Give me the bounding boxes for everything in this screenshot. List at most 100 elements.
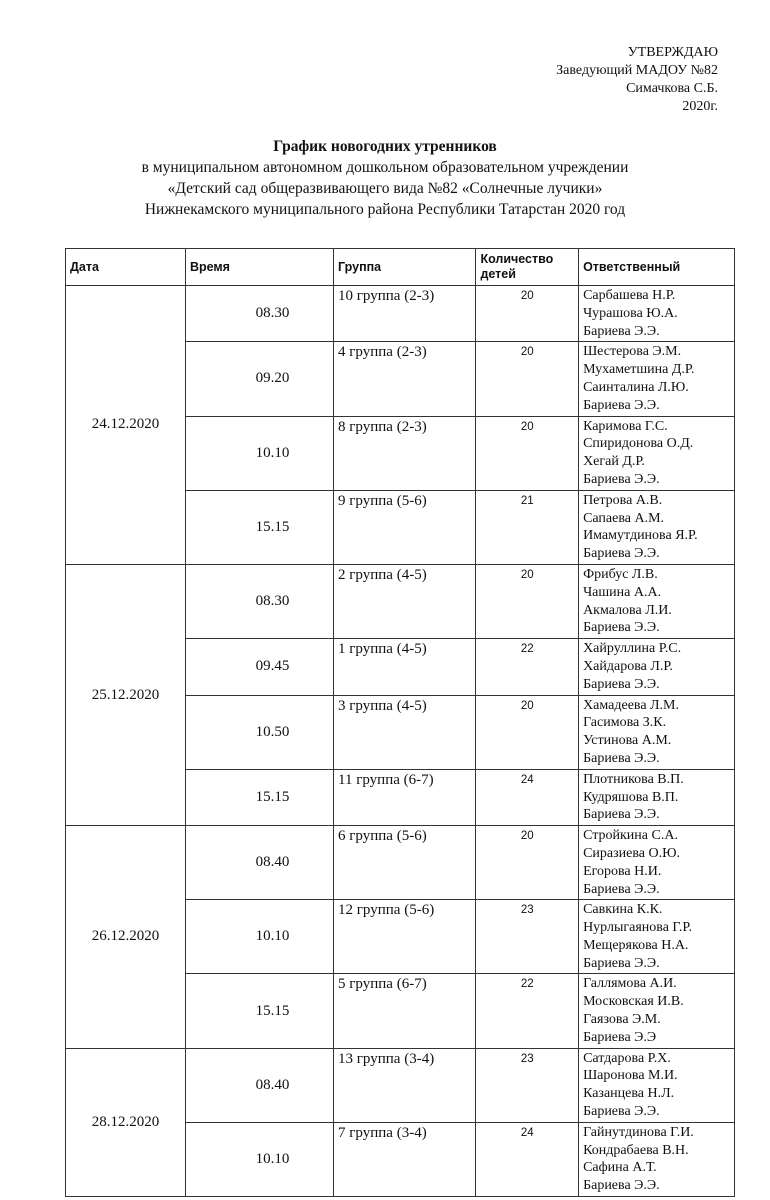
staff-name: Шаронова М.И.	[583, 1068, 678, 1084]
approval-position: Заведующий МАДОУ №82	[556, 63, 718, 78]
staff-name: Сафина А.Т.	[583, 1160, 657, 1176]
table-head: Дата Время Группа Количество детей Ответстве…	[65, 248, 735, 286]
count-cell: 20	[475, 415, 580, 491]
column-header: Группа	[333, 248, 477, 286]
session-row: 15.15 9 группа (5-6) 21 Петрова А.В. Сапаева…	[66, 489, 735, 565]
staff-name: Сарбашева Н.Р.	[583, 288, 676, 303]
session-row: 10.10 8 группа (2-3) 20 Каримова Г.С. Спирид…	[66, 415, 735, 491]
group-cell: 2 группа (4-5)	[333, 563, 477, 640]
staff-cell: Сарбашева Н.Р. Чурашова Ю.А. Бариева Э.Э.	[578, 284, 735, 343]
group-cell: 7 группа (3-4)	[333, 1121, 477, 1198]
count-cell: 22	[475, 638, 580, 696]
count-cell: 23	[475, 1047, 580, 1123]
staff-name: Каримова Г.С.	[583, 418, 668, 434]
staff-name: Хамадеева Л.М.	[583, 697, 679, 713]
staff-cell: Стройкина С.А. Сиразиева О.Ю. Егорова Н.И.…	[578, 825, 735, 901]
time-cell: 10.10	[184, 1121, 335, 1198]
column-header: Время	[184, 248, 335, 286]
header-row: Дата Время Группа Количество детей Ответстве…	[65, 248, 735, 286]
count-cell: 20	[475, 341, 580, 417]
time-cell: 08.30	[184, 563, 335, 640]
time-cell: 10.10	[184, 899, 335, 975]
count-cell: 20	[475, 694, 580, 770]
column-header: Количество детей	[475, 248, 580, 286]
staff-name: Гаязова Э.М.	[583, 1012, 661, 1028]
approval-date: 2020г.	[682, 99, 718, 114]
staff-name: Бариева Э.Э.	[583, 397, 660, 413]
staff-name: Мещерякова Н.А.	[583, 937, 689, 953]
staff-cell: Петрова А.В. Сапаева А.М. Имамутдинова Я.Р…	[578, 489, 735, 565]
column-header: Дата	[65, 248, 186, 286]
staff-name: Бариева Э.Э.	[583, 881, 660, 897]
staff-cell: Хамадеева Л.М. Гасимова З.К. Устинова А.М.…	[578, 694, 735, 770]
staff-cell: Гайнутдинова Г.И. Кондрабаева В.Н. Сафина …	[578, 1121, 735, 1198]
date-cell: 25.12.2020	[65, 563, 186, 827]
subtitle-line: «Детский сад общеразвивающего вида №82 «…	[167, 180, 603, 197]
staff-name: Бариева Э.Э	[583, 1029, 657, 1045]
staff-name: Спиридонова О.Д.	[583, 436, 694, 452]
session-row: 25.12.2020 08.30 2 группа (4-5) 20 Фрибус Л.…	[65, 563, 735, 827]
session-row: 09.20 4 группа (2-3) 20 Шестерова Э.М. Мухам…	[66, 341, 735, 417]
staff-name: Кондрабаева В.Н.	[583, 1142, 689, 1158]
group-cell: 3 группа (4-5)	[333, 694, 477, 770]
staff-name: Бариева Э.Э.	[583, 1104, 660, 1120]
time-cell: 10.50	[184, 694, 335, 770]
count-cell: 24	[475, 768, 580, 827]
session-row: 15.15 5 группа (6-7) 22 Галлямова А.И. Моско…	[66, 973, 735, 1049]
staff-cell: Галлямова А.И. Московская И.В. Гаязова Э.М…	[578, 973, 735, 1049]
staff-cell: Фрибус Л.В. Чашина А.А. Акмалова Л.И. Барие…	[578, 563, 735, 640]
count-cell: 24	[475, 1121, 580, 1198]
count-cell: 20	[475, 284, 580, 343]
staff-name: Бариева Э.Э.	[583, 323, 660, 339]
staff-name: Сатдарова Р.Х.	[583, 1050, 671, 1066]
staff-name: Хегай Д.Р.	[583, 454, 645, 470]
time-cell: 08.40	[184, 825, 335, 901]
table-body: 24.12.2020 08.30 10 группа (2-3) 20 Сарбашев…	[65, 284, 735, 1198]
time-cell: 08.30	[184, 284, 335, 343]
subtitle-line: Нижнекамского муниципального района Респ…	[144, 201, 626, 218]
staff-name: Бариева Э.Э.	[583, 955, 660, 971]
staff-name: Бариева Э.Э.	[583, 1178, 660, 1194]
staff-name: Имамутдинова Я.Р.	[583, 528, 698, 544]
group-cell: 13 группа (3-4)	[333, 1047, 477, 1123]
group-cell: 1 группа (4-5)	[333, 638, 477, 696]
group-cell: 12 группа (5-6)	[333, 899, 477, 975]
time-cell: 15.15	[184, 768, 335, 827]
staff-name: Чашина А.А.	[583, 584, 662, 600]
staff-name: Савкина К.К.	[583, 902, 663, 918]
staff-name: Сапаева А.М.	[583, 510, 665, 526]
staff-name: Фрибус Л.В.	[583, 566, 658, 582]
staff-name: Гасимова З.К.	[583, 715, 667, 731]
staff-cell: Сатдарова Р.Х. Шаронова М.И. Казанцева Н.Л…	[578, 1047, 735, 1123]
staff-name: Галлямова А.И.	[583, 976, 677, 992]
group-cell: 5 группа (6-7)	[333, 973, 477, 1049]
staff-cell: Савкина К.К. Нурлыгаянова Г.Р. Мещерякова …	[578, 899, 735, 975]
staff-name: Бариева Э.Э.	[583, 676, 660, 692]
staff-name: Московская И.В.	[583, 994, 684, 1010]
session-row: 10.50 3 группа (4-5) 20 Хамадеева Л.М. Гасим…	[66, 694, 735, 770]
staff-name: Бариева Э.Э.	[583, 471, 660, 487]
session-row: 24.12.2020 08.30 10 группа (2-3) 20 Сарбашев…	[65, 284, 735, 565]
staff-name: Нурлыгаянова Г.Р.	[583, 920, 692, 936]
date-cell: 28.12.2020	[65, 1047, 186, 1198]
staff-name: Плотникова В.П.	[583, 771, 684, 787]
header: График новогодних утренников в муниципал…	[0, 136, 770, 220]
group-cell: 9 группа (5-6)	[333, 489, 477, 565]
title: График новогодних утренников	[273, 138, 497, 155]
staff-cell: Плотникова В.П. Кудряшова В.П. Бариева Э.Э…	[578, 768, 735, 827]
session-row: 10.10 7 группа (3-4) 24 Гайнутдинова Г.И. Ко…	[66, 1121, 735, 1198]
staff-name: Казанцева Н.Л.	[583, 1086, 675, 1102]
staff-cell: Хайруллина Р.С. Хайдарова Л.Р. Бариева Э.Э…	[578, 638, 735, 696]
staff-name: Бариева Э.Э.	[583, 546, 660, 562]
count-cell: 20	[475, 825, 580, 901]
count-cell: 20	[475, 563, 580, 640]
time-cell: 15.15	[184, 973, 335, 1049]
session-row: 26.12.2020 08.40 6 группа (5-6) 20 Стройкина…	[65, 825, 735, 1049]
staff-name: Бариева Э.Э.	[583, 807, 660, 823]
time-cell: 15.15	[184, 489, 335, 565]
staff-name: Сиразиева О.Ю.	[583, 845, 680, 861]
session-row: 09.45 1 группа (4-5) 22 Хайруллина Р.С. Хайд…	[66, 638, 735, 696]
approval-name: Симачкова С.Б.	[626, 81, 718, 96]
